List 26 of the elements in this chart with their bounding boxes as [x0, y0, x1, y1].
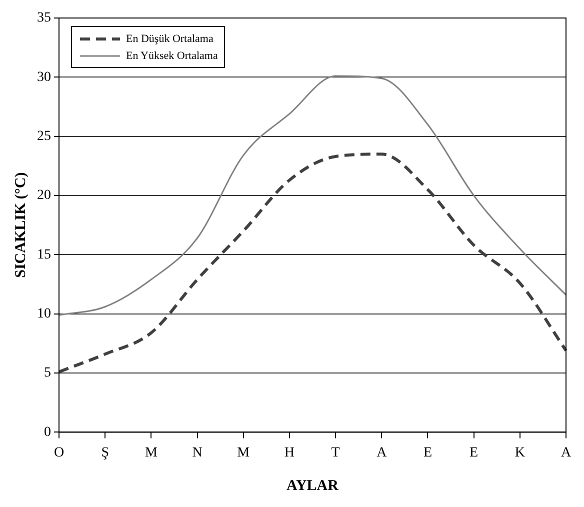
x-tick-label: E [470, 445, 478, 460]
legend-label: En Düşük Ortalama [126, 32, 214, 44]
y-tick-label: 25 [37, 129, 51, 144]
x-tick-label: E [423, 445, 432, 460]
line-series [58, 75, 567, 316]
y-tick-label: 5 [44, 366, 51, 381]
x-tick-label: O [54, 445, 64, 460]
y-tick-label: 15 [37, 247, 51, 262]
y-tick-label: 10 [37, 306, 51, 322]
y-tick-label: 35 [37, 10, 51, 26]
y-axis-title: SICAKLIK (°C) [12, 172, 29, 278]
x-tick-label: T [331, 445, 340, 460]
x-tick-label: Ş [101, 445, 109, 460]
x-tick-label: A [560, 445, 572, 460]
line-series [58, 152, 568, 374]
x-tick-label: A [376, 445, 388, 460]
legend-label: En Yüksek Ortalama [126, 50, 218, 62]
x-tick-label: N [192, 445, 202, 460]
y-tick-label: 0 [44, 424, 51, 440]
x-tick-label: M [144, 445, 158, 460]
y-tick-label: 20 [37, 188, 51, 204]
y-tick-label: 30 [37, 70, 51, 85]
x-tick-label: H [284, 445, 295, 460]
x-axis-title: AYLAR [286, 478, 339, 494]
x-tick-label: K [514, 445, 525, 460]
x-tick-label: M [237, 445, 250, 460]
